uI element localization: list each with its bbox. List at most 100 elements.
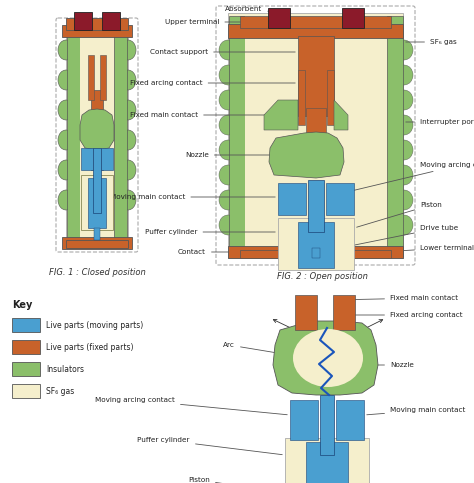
Bar <box>326 183 354 215</box>
Text: FIG. 1 : Closed position: FIG. 1 : Closed position <box>49 268 146 277</box>
Bar <box>94 228 100 240</box>
Text: Moving main contact: Moving main contact <box>110 194 275 200</box>
Bar <box>101 148 113 170</box>
Bar <box>12 384 40 398</box>
Bar <box>342 8 364 28</box>
Bar <box>62 25 132 37</box>
Ellipse shape <box>395 140 413 160</box>
Polygon shape <box>334 100 348 130</box>
Ellipse shape <box>219 65 237 85</box>
Bar <box>81 148 93 170</box>
Ellipse shape <box>120 70 136 90</box>
Bar <box>74 12 92 30</box>
Ellipse shape <box>58 160 74 180</box>
Bar <box>12 362 40 376</box>
Bar <box>278 183 306 215</box>
Ellipse shape <box>58 40 74 60</box>
Bar <box>88 178 106 228</box>
Bar <box>12 340 40 354</box>
Bar <box>306 108 326 138</box>
Bar <box>285 438 369 483</box>
Ellipse shape <box>395 90 413 110</box>
Text: Contact: Contact <box>178 249 275 255</box>
Bar <box>268 8 290 28</box>
Text: Puffer cylinder: Puffer cylinder <box>145 229 275 235</box>
Text: Contact support: Contact support <box>150 49 295 55</box>
Bar <box>66 25 128 245</box>
Text: Fixed arcing contact: Fixed arcing contact <box>130 80 295 86</box>
Text: Nozzle: Nozzle <box>185 152 273 158</box>
Bar <box>327 70 334 125</box>
Text: Drive tube: Drive tube <box>323 225 458 252</box>
Ellipse shape <box>395 190 413 210</box>
Text: Fixed main contact: Fixed main contact <box>130 112 275 118</box>
Bar <box>290 400 318 440</box>
Text: Piston: Piston <box>356 202 442 227</box>
Bar <box>298 222 334 268</box>
Ellipse shape <box>219 90 237 110</box>
Ellipse shape <box>58 190 74 210</box>
Ellipse shape <box>219 40 237 60</box>
Ellipse shape <box>395 65 413 85</box>
Text: Upper terminal: Upper terminal <box>165 19 265 25</box>
Ellipse shape <box>120 160 136 180</box>
Bar <box>102 12 120 30</box>
Bar <box>228 13 403 258</box>
Bar <box>88 55 94 100</box>
Text: SF₆ gas: SF₆ gas <box>406 39 457 45</box>
Text: Insulators: Insulators <box>46 365 84 373</box>
Ellipse shape <box>219 215 237 235</box>
Text: FIG. 2 : Open position: FIG. 2 : Open position <box>276 272 367 281</box>
Ellipse shape <box>120 100 136 120</box>
Text: Moving main contact: Moving main contact <box>367 407 465 415</box>
Bar <box>312 248 320 258</box>
Bar <box>295 295 317 330</box>
Ellipse shape <box>219 190 237 210</box>
Bar <box>240 16 391 28</box>
Text: Puffer cylinder: Puffer cylinder <box>137 437 282 455</box>
Text: Moving arcing contact: Moving arcing contact <box>328 162 474 197</box>
Text: Live parts (fixed parts): Live parts (fixed parts) <box>46 342 134 352</box>
Text: Arc: Arc <box>223 342 317 359</box>
Text: Lower terminal: Lower terminal <box>383 245 474 252</box>
Bar <box>298 36 334 116</box>
Ellipse shape <box>58 70 74 90</box>
Text: Piston: Piston <box>188 477 284 483</box>
Text: Interrupter porcelain: Interrupter porcelain <box>406 119 474 125</box>
Polygon shape <box>80 109 114 150</box>
Bar <box>81 175 113 230</box>
Bar <box>298 70 305 125</box>
Polygon shape <box>273 321 378 395</box>
Bar <box>308 180 324 232</box>
Bar <box>228 246 403 258</box>
Ellipse shape <box>219 115 237 135</box>
Polygon shape <box>264 100 298 130</box>
Ellipse shape <box>120 190 136 210</box>
Bar <box>100 55 106 100</box>
Bar <box>66 18 128 30</box>
Bar <box>333 295 355 330</box>
Ellipse shape <box>293 329 363 387</box>
Ellipse shape <box>120 40 136 60</box>
Text: Fixed arcing contact: Fixed arcing contact <box>336 312 463 318</box>
Bar <box>278 218 354 270</box>
Bar <box>245 16 387 256</box>
Ellipse shape <box>395 115 413 135</box>
Ellipse shape <box>219 140 237 160</box>
Bar <box>306 442 348 483</box>
Bar <box>114 28 127 243</box>
Polygon shape <box>269 132 344 178</box>
Bar <box>93 148 101 213</box>
Text: SF₆ gas: SF₆ gas <box>46 386 74 396</box>
Text: Nozzle: Nozzle <box>377 362 414 368</box>
Bar <box>80 28 114 243</box>
Ellipse shape <box>219 165 237 185</box>
Ellipse shape <box>58 100 74 120</box>
Bar <box>240 250 391 258</box>
Ellipse shape <box>120 130 136 150</box>
Text: Absorbent: Absorbent <box>225 6 285 13</box>
Bar <box>336 400 364 440</box>
Bar <box>387 16 403 256</box>
Bar <box>62 237 132 249</box>
Bar <box>320 395 334 455</box>
